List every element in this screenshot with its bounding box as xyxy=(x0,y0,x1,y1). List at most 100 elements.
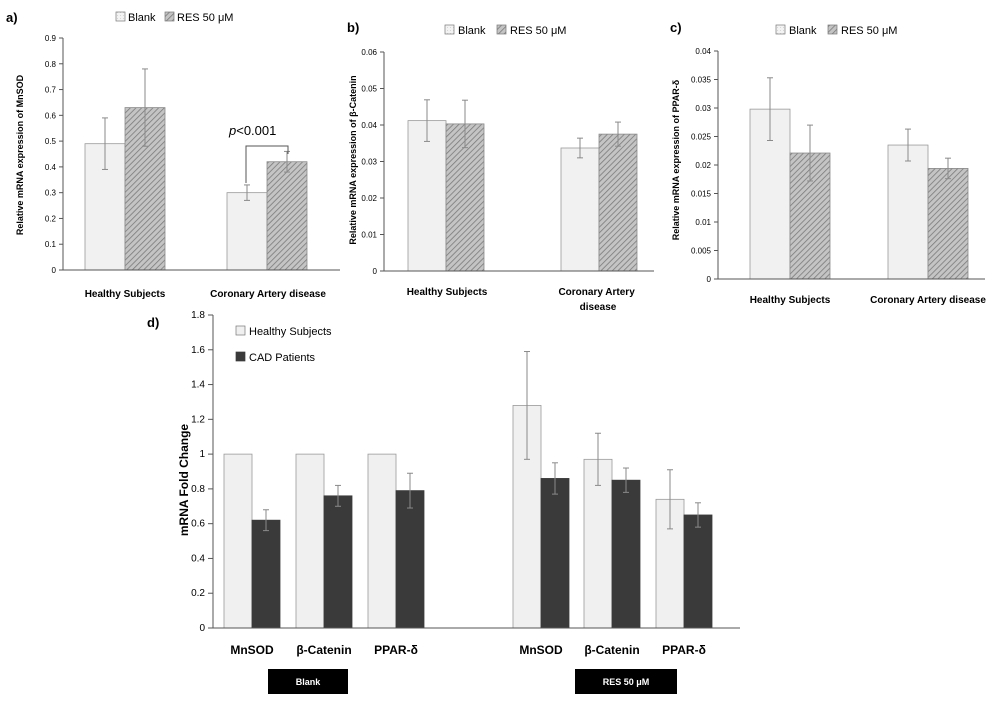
y-tick-label: 0.4 xyxy=(191,553,205,564)
y-tick-label: 0.7 xyxy=(45,86,57,95)
significance-bracket xyxy=(245,145,289,183)
bar xyxy=(887,144,929,280)
bar xyxy=(223,453,253,629)
y-tick-label: 0.04 xyxy=(361,121,377,130)
y-tick-label: 0 xyxy=(707,275,712,284)
y-tick-label: 0.4 xyxy=(45,163,57,172)
y-tick-label: 0 xyxy=(373,267,378,276)
panel-label-b: b) xyxy=(347,20,359,35)
panel-a: a) Blank RES 50 μM Relative mRNA express… xyxy=(6,10,340,300)
legend-label-res: RES 50 μM xyxy=(841,25,897,37)
y-axis-label-d: mRNA Fold Change xyxy=(177,424,191,537)
y-tick-label: 0.025 xyxy=(691,133,712,142)
y-tick-label: 0.005 xyxy=(691,247,712,256)
panel-label-c: c) xyxy=(670,20,682,35)
bar xyxy=(540,478,570,629)
y-tick-label: 0.02 xyxy=(361,194,377,203)
panel-b: b) Blank RES 50 μM Relative mRNA express… xyxy=(347,20,654,313)
y-axis-label-c: Relative mRNA expression of PPAR-δ xyxy=(671,79,681,240)
bar xyxy=(295,453,325,629)
y-ticks-b: 0 0.01 0.02 0.03 0.04 0.05 0.06 xyxy=(361,48,384,276)
y-tick-label: 0.03 xyxy=(695,104,711,113)
y-tick-label: 0.8 xyxy=(191,484,205,495)
bars-a xyxy=(84,68,308,271)
legend-label-res: RES 50 μM xyxy=(177,12,233,24)
bar xyxy=(683,514,713,629)
bar xyxy=(395,490,425,629)
category-label: Healthy Subjects xyxy=(407,287,488,298)
panel-label-a: a) xyxy=(6,10,18,25)
legend-b: Blank RES 50 μM xyxy=(444,24,566,37)
category-label: Coronary Artery disease xyxy=(210,289,326,300)
bar xyxy=(598,133,638,272)
legend-swatch-res xyxy=(827,24,838,35)
category-label: MnSOD xyxy=(230,643,274,657)
y-tick-label: 0.02 xyxy=(695,161,711,170)
legend-c: Blank RES 50 μM xyxy=(775,24,897,37)
y-tick-label: 1 xyxy=(199,449,205,460)
y-tick-label: 0.01 xyxy=(695,218,711,227)
p-value-prefix: p xyxy=(228,123,236,138)
y-ticks-c: 0 0.005 0.01 0.015 0.02 0.025 0.03 0.035 0.04 xyxy=(691,47,718,284)
bar xyxy=(251,519,281,629)
y-tick-label: 0 xyxy=(52,266,57,275)
y-tick-label: 0.5 xyxy=(45,137,57,146)
y-tick-label: 0.6 xyxy=(191,519,205,530)
category-label: Coronary Artery disease xyxy=(870,295,986,306)
legend-label-healthy: Healthy Subjects xyxy=(249,326,332,338)
bar xyxy=(927,168,969,280)
y-tick-label: 0.8 xyxy=(45,60,57,69)
bar xyxy=(266,161,308,271)
y-tick-label: 0.6 xyxy=(45,111,57,120)
legend-swatch-blank xyxy=(444,24,455,35)
y-tick-label: 1.2 xyxy=(191,414,205,425)
category-label: β-Catenin xyxy=(296,643,351,657)
category-label: Healthy Subjects xyxy=(750,295,831,306)
y-tick-label: 0.015 xyxy=(691,190,712,199)
category-label: MnSOD xyxy=(519,643,563,657)
legend-label-blank: Blank xyxy=(128,12,156,24)
bars-b xyxy=(407,99,638,272)
bar xyxy=(367,453,397,629)
y-tick-label: 0.2 xyxy=(191,588,205,599)
legend-swatch-cad xyxy=(235,351,246,362)
legend-swatch-blank xyxy=(775,24,786,35)
y-tick-label: 0.035 xyxy=(691,76,712,85)
bar xyxy=(445,123,485,272)
p-value-text: <0.001 xyxy=(236,123,276,138)
y-tick-label: 0.1 xyxy=(45,240,57,249)
legend-label-res: RES 50 μM xyxy=(510,25,566,37)
y-axis-label-b: Relative mRNA expression of β-Catenin xyxy=(348,75,358,244)
legend-swatch-healthy xyxy=(235,325,246,336)
legend-swatch-res xyxy=(164,11,175,22)
panel-c: c) Blank RES 50 μM Relative mRNA express… xyxy=(670,20,986,306)
y-tick-label: 1.4 xyxy=(191,380,205,391)
panel-label-d: d) xyxy=(147,315,159,330)
category-label: β-Catenin xyxy=(584,643,639,657)
y-tick-label: 0.3 xyxy=(45,189,57,198)
group-label-blank: Blank xyxy=(268,669,348,694)
category-labels-d: MnSOD β-Catenin PPAR-δ MnSOD β-Catenin PPAR-δ xyxy=(230,643,706,657)
y-axis-label-a: Relative mRNA expression of MnSOD xyxy=(15,74,25,235)
legend-swatch-blank xyxy=(115,11,126,22)
bar xyxy=(611,479,641,629)
legend-label-cad: CAD Patients xyxy=(249,352,316,364)
category-label: Healthy Subjects xyxy=(85,289,166,300)
legend-label-blank: Blank xyxy=(789,25,817,37)
bar xyxy=(323,495,353,629)
bar xyxy=(407,120,447,272)
group-box-res xyxy=(575,669,677,694)
bar xyxy=(560,147,600,272)
legend-a: Blank RES 50 μM xyxy=(115,11,233,24)
group-text-res: RES 50 μM xyxy=(603,677,650,687)
y-tick-label: 1.8 xyxy=(191,310,205,321)
y-ticks-d: 0 0.2 0.4 0.6 0.8 1 1.2 1.4 1.6 1.8 xyxy=(191,310,213,634)
legend-swatch-res xyxy=(496,24,507,35)
y-ticks-a: 0 0.1 0.2 0.3 0.4 0.5 0.6 0.7 0.8 0.9 xyxy=(45,34,63,275)
y-tick-label: 1.6 xyxy=(191,345,205,356)
bars-c xyxy=(749,77,969,280)
y-tick-label: 0 xyxy=(199,623,205,634)
y-tick-label: 0.01 xyxy=(361,231,377,240)
y-tick-label: 0.04 xyxy=(695,47,711,56)
